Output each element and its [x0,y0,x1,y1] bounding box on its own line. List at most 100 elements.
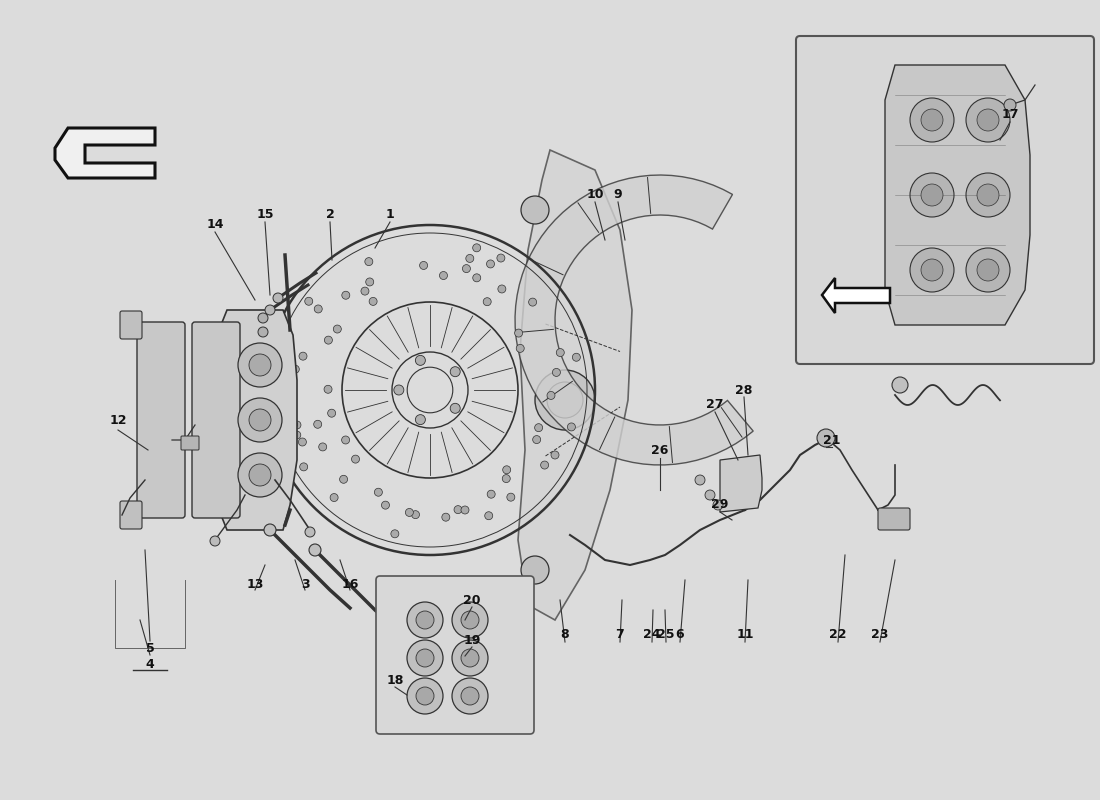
FancyBboxPatch shape [878,508,910,530]
Circle shape [407,640,443,676]
Circle shape [910,98,954,142]
Circle shape [299,352,307,360]
Circle shape [407,678,443,714]
Circle shape [503,466,510,474]
Circle shape [551,451,559,459]
Circle shape [238,398,282,442]
Circle shape [515,329,522,337]
Circle shape [416,687,434,705]
Circle shape [419,262,428,270]
Circle shape [365,278,374,286]
FancyBboxPatch shape [120,501,142,529]
Text: 20: 20 [463,594,481,606]
Circle shape [461,611,478,629]
Circle shape [977,259,999,281]
Circle shape [333,325,341,333]
Circle shape [503,474,510,482]
Circle shape [440,271,448,279]
Polygon shape [720,455,762,512]
Text: 21: 21 [823,434,840,446]
Circle shape [529,298,537,306]
Circle shape [966,173,1010,217]
Polygon shape [515,175,754,465]
Circle shape [498,285,506,293]
Text: 17: 17 [1001,109,1019,122]
Text: 25: 25 [658,629,674,642]
Circle shape [966,98,1010,142]
Text: 8: 8 [561,629,570,642]
Circle shape [540,461,549,469]
Circle shape [324,386,332,394]
Circle shape [461,506,469,514]
Circle shape [293,431,300,439]
Circle shape [462,265,471,273]
Circle shape [394,385,404,395]
Circle shape [406,509,414,517]
FancyBboxPatch shape [376,576,534,734]
FancyBboxPatch shape [120,311,142,339]
Circle shape [695,475,705,485]
Circle shape [352,455,360,463]
Circle shape [407,602,443,638]
Circle shape [452,640,488,676]
Circle shape [461,687,478,705]
Circle shape [390,530,399,538]
Text: 1: 1 [386,209,395,222]
Circle shape [319,443,327,451]
Circle shape [382,501,389,509]
Circle shape [328,409,336,417]
Circle shape [342,291,350,299]
Text: 12: 12 [109,414,126,426]
Circle shape [966,248,1010,292]
Polygon shape [822,278,890,313]
Circle shape [454,506,462,514]
Circle shape [264,524,276,536]
Circle shape [910,173,954,217]
Circle shape [416,611,434,629]
Circle shape [452,678,488,714]
Circle shape [305,298,312,306]
Text: 11: 11 [736,629,754,642]
Circle shape [265,305,275,315]
Text: 5: 5 [145,642,154,654]
FancyBboxPatch shape [182,436,199,450]
Circle shape [552,369,560,377]
Circle shape [572,354,581,362]
Circle shape [483,298,492,306]
Circle shape [535,370,595,430]
Circle shape [210,536,220,546]
Circle shape [305,527,315,537]
Circle shape [416,355,426,366]
Circle shape [705,490,715,500]
Text: 29: 29 [712,498,728,511]
Circle shape [521,556,549,584]
Circle shape [450,403,460,414]
Circle shape [330,494,338,502]
Circle shape [289,421,297,429]
Text: 26: 26 [651,443,669,457]
Circle shape [557,349,564,357]
Circle shape [473,274,481,282]
Circle shape [461,649,478,667]
Circle shape [817,429,835,447]
Text: 19: 19 [463,634,481,646]
Circle shape [977,109,999,131]
Circle shape [547,391,556,399]
Circle shape [473,244,481,252]
Circle shape [365,258,373,266]
Text: 18: 18 [386,674,404,686]
FancyBboxPatch shape [138,322,185,518]
Circle shape [315,305,322,313]
Polygon shape [518,150,632,620]
Circle shape [507,493,515,501]
Text: 2: 2 [326,209,334,222]
Circle shape [249,464,271,486]
Text: 9: 9 [614,189,623,202]
Circle shape [361,287,368,295]
Circle shape [309,544,321,556]
Circle shape [299,463,308,471]
Circle shape [450,366,460,377]
Text: 16: 16 [341,578,359,591]
Circle shape [977,184,999,206]
Text: 4: 4 [145,658,154,671]
